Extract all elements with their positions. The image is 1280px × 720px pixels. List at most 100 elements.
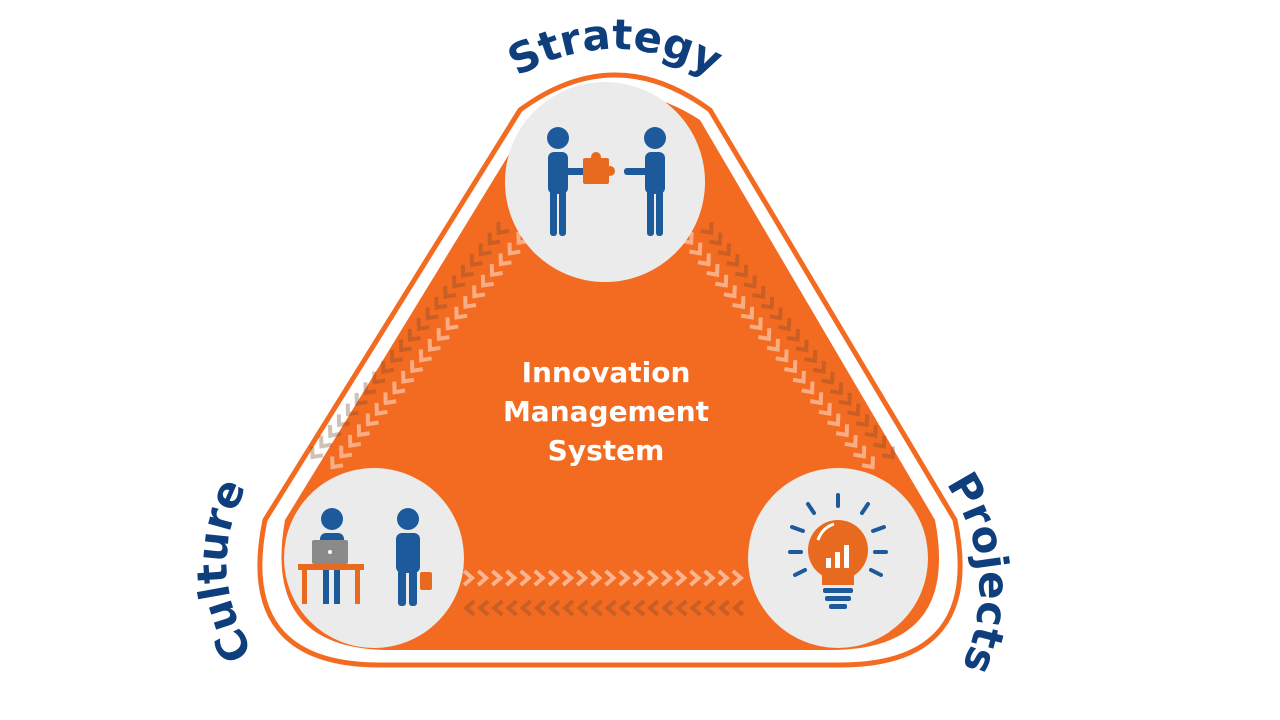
chevron-mark [452, 275, 466, 289]
chevron-mark [786, 328, 800, 342]
culture-node [284, 468, 464, 648]
triangle-outer-ring [257, 72, 963, 668]
chevron-mark [476, 569, 490, 587]
projects-label-text: Projects [938, 464, 1019, 681]
chevron-mark [480, 274, 494, 288]
chevron-mark [734, 264, 749, 278]
chevron-mark [487, 232, 501, 246]
chevron-mark [330, 456, 344, 470]
chevron-mark [477, 599, 490, 617]
chevron-mark [443, 286, 457, 300]
chevron-mark [795, 339, 809, 353]
chevron-mark [731, 569, 744, 587]
chevron-mark [632, 569, 645, 587]
chevron-trail-bottom [462, 569, 745, 617]
chevron-mark [462, 569, 476, 587]
chevron-mark [847, 403, 861, 417]
chevron-mark [381, 360, 395, 374]
chevron-mark [675, 599, 688, 617]
chevron-mark [709, 232, 723, 246]
chevron-mark [533, 569, 546, 587]
culture-label: Culture [187, 471, 262, 670]
chevron-mark [575, 569, 589, 587]
chevron-mark [873, 435, 887, 449]
chevron-mark [533, 599, 547, 617]
chevron-mark [703, 569, 716, 587]
chevron-mark [660, 569, 674, 587]
chevron-trail-left [310, 221, 530, 470]
chevron-mark [632, 599, 646, 617]
chevron-mark [881, 446, 895, 460]
chevron-mark [855, 414, 870, 428]
center-title-line-3: System [548, 434, 665, 467]
chevron-mark [489, 264, 503, 278]
chevron-mark [821, 371, 835, 385]
chevron-mark [740, 306, 755, 320]
chevron-mark [703, 599, 716, 617]
chevron-mark [775, 349, 789, 363]
chevron-mark [732, 296, 746, 310]
chevron-mark [766, 338, 780, 352]
culture-label-text: Culture [187, 471, 262, 670]
chevron-mark [618, 599, 632, 617]
chevron-mark [752, 286, 766, 300]
chevron-mark [769, 307, 783, 321]
chevron-mark [469, 254, 483, 268]
chevron-mark [835, 424, 850, 438]
chevron-mark [717, 243, 731, 257]
chevron-mark [425, 307, 439, 321]
chevron-mark [674, 569, 688, 587]
chevron-mark [844, 434, 858, 448]
chevron-mark [809, 392, 824, 406]
projects-node [748, 468, 928, 648]
chevron-mark [547, 569, 561, 587]
chevron-mark [706, 264, 720, 278]
chevron-mark [760, 296, 775, 310]
chevron-mark [758, 328, 772, 342]
chevron-mark [604, 599, 617, 617]
center-title-line-1: Innovation [522, 356, 691, 389]
chevron-mark [463, 599, 476, 617]
chevron-mark [507, 242, 521, 256]
chevron-mark [491, 599, 504, 617]
chevron-mark [562, 599, 575, 617]
chevron-mark [363, 382, 377, 396]
chevron-mark [472, 285, 486, 299]
chevron-mark [812, 360, 826, 374]
chevron-mark [717, 599, 731, 617]
chevron-mark [374, 402, 388, 416]
chevron-mark [434, 296, 448, 310]
chevron-mark [498, 253, 512, 267]
chevron-mark [310, 446, 324, 460]
chevron-mark [689, 242, 703, 256]
projects-label: Projects [938, 464, 1019, 681]
chevron-mark [345, 403, 359, 417]
chevron-mark [838, 392, 852, 406]
chevron-mark [356, 424, 370, 438]
chevron-mark [336, 414, 350, 428]
strategy-node [505, 82, 705, 282]
chevron-mark [590, 599, 603, 617]
chevron-mark [861, 456, 875, 470]
chevron-mark [328, 424, 342, 438]
chevron-mark [853, 445, 867, 459]
chevron-mark [491, 569, 504, 587]
chevron-mark [505, 599, 518, 617]
chevron-mark [646, 599, 660, 617]
chevron-mark [365, 413, 379, 427]
chevron-mark [576, 599, 589, 617]
chevron-mark [784, 360, 798, 374]
chevron-mark [697, 253, 711, 267]
chevron-mark [454, 306, 468, 320]
chevron-mark [749, 317, 763, 331]
chevron-mark [390, 350, 404, 364]
chevron-mark [547, 599, 561, 617]
chevron-mark [827, 413, 841, 427]
chevron-mark [392, 381, 406, 395]
culture-circle [284, 468, 464, 648]
chevron-mark [427, 338, 441, 352]
chevron-mark [410, 360, 424, 374]
chevron-mark [689, 569, 702, 587]
chevron-mark [661, 599, 674, 617]
